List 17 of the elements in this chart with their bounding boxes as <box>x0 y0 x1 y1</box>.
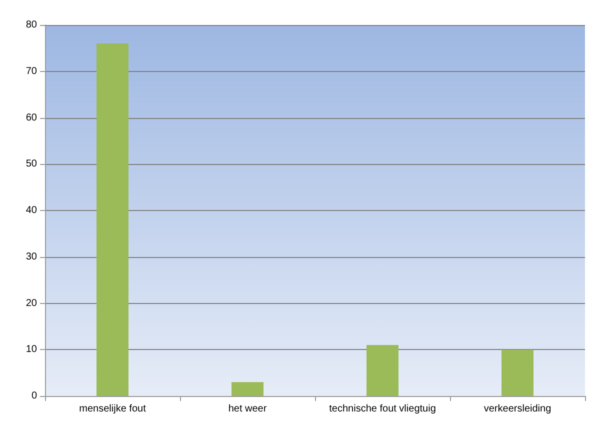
x-tick-label: verkeersleiding <box>484 404 552 414</box>
y-tick-label: 10 <box>26 344 38 356</box>
bar <box>366 344 398 396</box>
x-tick-label: het weer <box>228 404 268 414</box>
y-tick-label: 40 <box>26 205 38 216</box>
bar <box>502 350 534 396</box>
bar <box>232 382 264 396</box>
y-tick-label: 20 <box>26 298 38 309</box>
bar <box>96 44 128 396</box>
y-tick-label: 0 <box>31 390 38 402</box>
y-tick-label: 30 <box>26 251 38 262</box>
y-tick-label: 60 <box>26 112 38 124</box>
x-tick-label: menselijke fout <box>79 404 146 414</box>
y-tick-label: 80 <box>26 20 38 30</box>
y-tick-label: 70 <box>26 66 38 77</box>
x-tick-label: technische fout vliegtuig <box>329 404 436 414</box>
y-tick-label: 50 <box>26 158 38 170</box>
